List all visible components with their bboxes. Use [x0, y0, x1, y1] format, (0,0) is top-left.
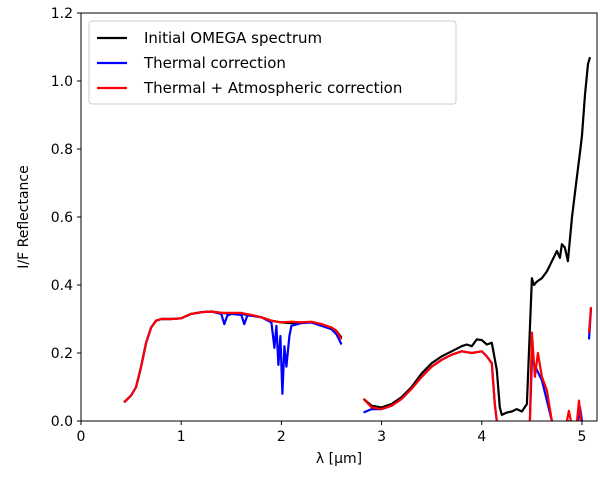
ticks-layer: 0 1 2 3 4 5 0.0 0.2 0.4 0.6 0.8 1.0 1.2: [51, 6, 587, 445]
y-tick-label: 0.2: [51, 346, 73, 362]
series-line-3-segment-3: [528, 331, 553, 421]
legend-entry-label: Thermal + Atmospheric correction: [143, 79, 402, 97]
series-line-3-segment-6: [587, 307, 593, 333]
x-tick-label: 0: [77, 429, 86, 445]
y-axis-label: I/F Reflectance: [16, 165, 32, 268]
x-tick-label: 2: [277, 429, 286, 445]
series-line-3-segment-4: [565, 409, 572, 421]
legend: Initial OMEGA spectrum Thermal correction…: [88, 20, 457, 105]
series-line-2-segment-1: [123, 310, 343, 404]
series-line-3-segment-1: [123, 310, 343, 404]
x-tick-label: 1: [177, 429, 186, 445]
y-tick-label: 1.0: [51, 74, 73, 90]
y-tick-label: 0.4: [51, 278, 73, 294]
legend-box: [88, 20, 457, 105]
x-tick-label: 5: [578, 429, 587, 445]
series-line-1-segment-2: [362, 56, 592, 416]
legend-entry-label: Thermal correction: [143, 54, 286, 72]
y-tick-label: 0.6: [51, 210, 73, 226]
y-tick-label: 0.0: [51, 414, 73, 430]
y-tick-label: 1.2: [51, 6, 73, 22]
x-axis-label: λ [µm]: [316, 451, 362, 467]
series-line-3-segment-5: [575, 399, 583, 421]
x-tick-label: 4: [477, 429, 486, 445]
series-line-1-segment-1: [123, 310, 343, 404]
series-layer: [123, 56, 593, 421]
legend-entry-label: Initial OMEGA spectrum: [144, 29, 322, 47]
y-tick-label: 0.8: [51, 142, 73, 158]
series-line-2-segment-2: [363, 350, 498, 421]
series-line-3-segment-2: [362, 350, 498, 421]
x-tick-label: 3: [377, 429, 386, 445]
